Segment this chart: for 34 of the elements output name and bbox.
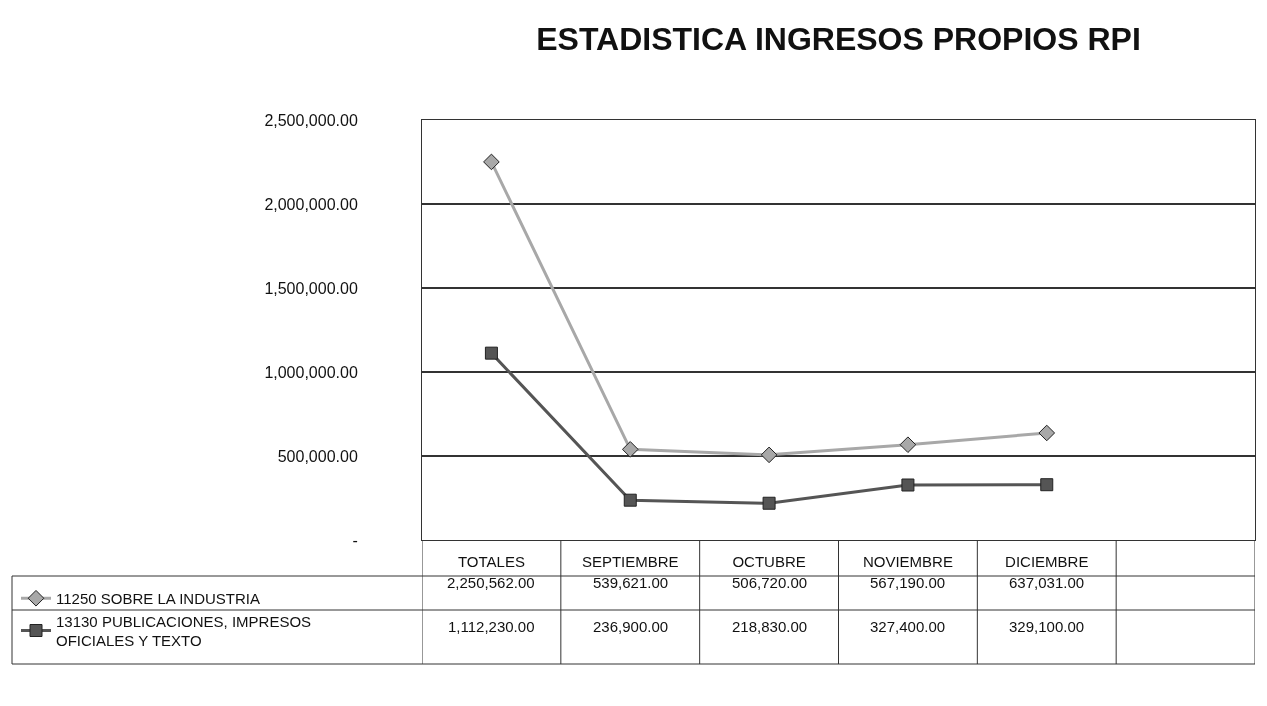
point xyxy=(901,478,915,492)
point xyxy=(623,493,637,507)
y-tick-label: 1,500,000.00 xyxy=(264,279,358,297)
data-label: 567,190.00 xyxy=(870,574,946,591)
x-tick-label: TOTALES xyxy=(457,553,525,570)
data-label: 637,031.00 xyxy=(1009,574,1085,591)
legend-label: 13130 PUBLICACIONES, IMPRESOS OFICIALES Y TEXTO xyxy=(56,612,312,650)
point xyxy=(899,436,917,454)
point xyxy=(621,441,639,458)
legend-label: 11250 SOBRE LA INDUSTRIA xyxy=(56,590,260,608)
data-label: 329,100.00 xyxy=(1009,618,1085,635)
y-tick-label: 2,500,000.00 xyxy=(264,111,358,129)
y-tick-label: 500,000.00 xyxy=(277,447,358,465)
x-tick-label: NOVIEMBRE xyxy=(862,553,953,570)
data-label: 236,900.00 xyxy=(593,618,669,635)
point xyxy=(1040,478,1054,492)
point xyxy=(484,346,498,360)
data-label: 1,112,230.00 xyxy=(448,618,535,635)
x-tick-label: DICIEMBRE xyxy=(1005,553,1089,570)
y-tick-label: 1,000,000.00 xyxy=(264,363,358,381)
x-tick-label: SEPTIEMBRE xyxy=(581,553,679,570)
point xyxy=(483,153,500,171)
y-tick-label: - xyxy=(352,531,358,549)
data-label: 2,250,562.00 xyxy=(447,574,535,591)
chart-title: ESTADISTICA INGRESOS PROPIOS RPI xyxy=(536,21,1141,58)
data-label: 218,830.00 xyxy=(732,618,808,635)
point xyxy=(762,496,776,510)
point xyxy=(1038,424,1056,442)
point xyxy=(760,446,778,464)
y-tick-label: 2,000,000.00 xyxy=(264,195,358,213)
x-tick-label: OCTUBRE xyxy=(732,553,806,570)
data-label: 539,621.00 xyxy=(593,574,669,591)
data-label: 327,400.00 xyxy=(870,618,946,635)
data-label: 506,720.00 xyxy=(732,574,808,591)
